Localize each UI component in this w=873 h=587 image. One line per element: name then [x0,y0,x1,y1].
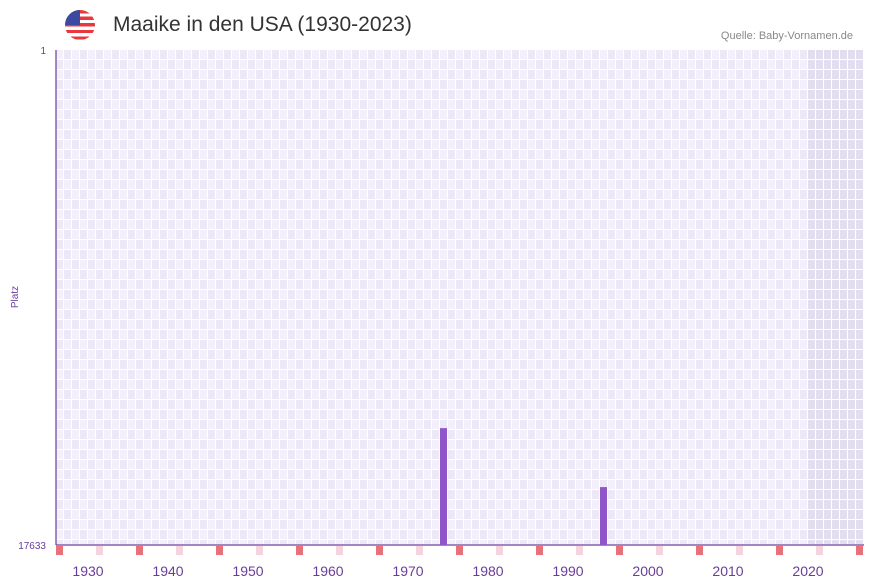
decade-marker [696,546,703,555]
decade-marker [816,546,823,555]
decade-marker [576,546,583,555]
decade-marker [416,546,423,555]
decade-marker [296,546,303,555]
decade-marker [136,546,143,555]
decade-marker [56,546,63,555]
decade-marker [216,546,223,555]
x-tick-label: 1940 [152,563,183,579]
grid [56,50,863,544]
x-tick-label: 1970 [392,563,423,579]
decade-marker [536,546,543,555]
x-tick-label: 2010 [712,563,743,579]
bar-1996[interactable] [600,487,607,545]
decade-marker [336,546,343,555]
decade-marker [176,546,183,555]
x-tick-label: 1950 [232,563,263,579]
source-label: Quelle: Baby-Vornamen.de [720,30,853,42]
decade-marker [456,546,463,555]
y-top-label: 1 [40,46,46,57]
decade-marker [736,546,743,555]
decade-marker [376,546,383,555]
decade-marker [856,546,863,555]
y-bottom-label: 17633 [18,541,46,552]
x-tick-label: 1930 [72,563,103,579]
decade-marker [776,546,783,555]
decade-marker [96,546,103,555]
x-tick-label: 2000 [632,563,663,579]
decade-marker [616,546,623,555]
x-tick-label: 1980 [472,563,503,579]
x-tick-label: 1960 [312,563,343,579]
chart-title: Maaike in den USA (1930-2023) [113,13,412,36]
decade-marker [496,546,503,555]
decade-marker [656,546,663,555]
bar-1976[interactable] [440,428,447,545]
decade-marker [256,546,263,555]
us-flag-icon [65,10,95,40]
x-tick-label: 2020 [792,563,823,579]
y-axis-title: Platz [10,286,21,308]
x-tick-label: 1990 [552,563,583,579]
